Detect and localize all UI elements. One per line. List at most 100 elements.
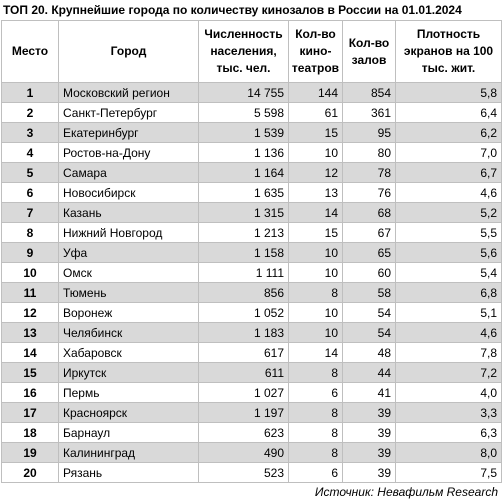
table-cell: 1 315: [198, 202, 289, 223]
table-cell: Воронеж: [58, 302, 199, 323]
table-cell: 5,4: [395, 262, 502, 283]
table-cell: 856: [198, 282, 289, 303]
table-cell: 8: [288, 402, 343, 423]
table-cell: 10: [288, 242, 343, 263]
table-cell: 854: [342, 82, 396, 103]
table-cell: 7,2: [395, 362, 502, 383]
table-cell: 6,7: [395, 162, 502, 183]
table-cell: 15: [288, 122, 343, 143]
header-cell: Кол-во залов: [342, 20, 396, 83]
table-cell: 8: [288, 422, 343, 443]
table-cell: 6,2: [395, 122, 502, 143]
table-cell: Казань: [58, 202, 199, 223]
header-cell: Кол-во кино-театров: [288, 20, 343, 83]
table-cell: 5: [1, 162, 59, 183]
table-row: 9 Уфа 1 158 10 65 5,6: [1, 242, 502, 263]
table-row: 8 Нижний Новгород 1 213 15 67 5,5: [1, 222, 502, 243]
table-cell: 58: [342, 282, 396, 303]
table-row: 17 Красноярск 1 197 8 39 3,3: [1, 402, 502, 423]
table-cell: 5,6: [395, 242, 502, 263]
table-cell: 7,0: [395, 142, 502, 163]
table-cell: 1 213: [198, 222, 289, 243]
table-cell: Ростов-на-Дону: [58, 142, 199, 163]
table-cell: 4: [1, 142, 59, 163]
table-cell: 10: [288, 262, 343, 283]
table-cell: 65: [342, 242, 396, 263]
table-row: 19 Калининград 490 8 39 8,0: [1, 442, 502, 463]
table-row: 18 Барнаул 623 8 39 6,3: [1, 422, 502, 443]
table-cell: 15: [1, 362, 59, 383]
table-cell: 39: [342, 422, 396, 443]
table-cell: 523: [198, 462, 289, 483]
table-cell: 14 755: [198, 82, 289, 103]
table-cell: 44: [342, 362, 396, 383]
table-cell: 4,0: [395, 382, 502, 403]
header-cell: Численность населения, тыс. чел.: [198, 20, 289, 83]
table-row: 12 Воронеж 1 052 10 54 5,1: [1, 302, 502, 323]
table-cell: 7,8: [395, 342, 502, 363]
table-row: 10 Омск 1 111 10 60 5,4: [1, 262, 502, 283]
header-row: Место Город Численность населения, тыс. че…: [1, 20, 502, 83]
table-row: 3 Екатеринбург 1 539 15 95 6,2: [1, 122, 502, 143]
table-cell: 41: [342, 382, 396, 403]
table-cell: 4,6: [395, 182, 502, 203]
table-cell: 7: [1, 202, 59, 223]
table-cell: 60: [342, 262, 396, 283]
table-cell: Калининград: [58, 442, 199, 463]
header-cell: Плотность экранов на 100 тыс. жит.: [395, 20, 502, 83]
table-cell: 8: [288, 362, 343, 383]
table-cell: 9: [1, 242, 59, 263]
header-cell: Город: [58, 20, 199, 83]
table-cell: 1 111: [198, 262, 289, 283]
table-cell: 80: [342, 142, 396, 163]
table-cell: 1 027: [198, 382, 289, 403]
table-cell: 1 052: [198, 302, 289, 323]
table-cell: 8,0: [395, 442, 502, 463]
table-cell: 14: [1, 342, 59, 363]
table-cell: 1 197: [198, 402, 289, 423]
table-row: 5 Самара 1 164 12 78 6,7: [1, 162, 502, 183]
table-cell: Тюмень: [58, 282, 199, 303]
table-cell: 15: [288, 222, 343, 243]
source: Источник: Невафильм Research: [314, 485, 498, 499]
table-cell: Пермь: [58, 382, 199, 403]
table-cell: 6: [288, 462, 343, 483]
table-row: 4 Ростов-на-Дону 1 136 10 80 7,0: [1, 142, 502, 163]
table-cell: 61: [288, 102, 343, 123]
table-cell: 1 539: [198, 122, 289, 143]
table-cell: 6,8: [395, 282, 502, 303]
table-cell: 95: [342, 122, 396, 143]
table-row: 2 Санкт-Петербург 5 598 61 361 6,4: [1, 102, 502, 123]
table-cell: 5,8: [395, 82, 502, 103]
table-cell: 10: [288, 302, 343, 323]
table-cell: Иркутск: [58, 362, 199, 383]
table-row: 7 Казань 1 315 14 68 5,2: [1, 202, 502, 223]
table-row: 15 Иркутск 611 8 44 7,2: [1, 362, 502, 383]
table-cell: 39: [342, 462, 396, 483]
table-cell: Новосибирск: [58, 182, 199, 203]
title: ТОП 20. Крупнейшие города по количеству …: [3, 3, 462, 17]
table-cell: Уфа: [58, 242, 199, 263]
table-cell: 3,3: [395, 402, 502, 423]
table-row: 1 Московский регион 14 755 144 854 5,8: [1, 82, 502, 103]
table-cell: 5,2: [395, 202, 502, 223]
table-cell: 14: [288, 342, 343, 363]
table-cell: Московский регион: [58, 82, 199, 103]
table-cell: 6: [288, 382, 343, 403]
table-cell: Хабаровск: [58, 342, 199, 363]
table-cell: 5,1: [395, 302, 502, 323]
table-cell: 20: [1, 462, 59, 483]
table-cell: 361: [342, 102, 396, 123]
table-cell: 16: [1, 382, 59, 403]
table-row: 14 Хабаровск 617 14 48 7,8: [1, 342, 502, 363]
table-cell: 8: [288, 282, 343, 303]
table-cell: 611: [198, 362, 289, 383]
table-cell: 78: [342, 162, 396, 183]
table-cell: Красноярск: [58, 402, 199, 423]
table-cell: 12: [288, 162, 343, 183]
table-cell: 54: [342, 322, 396, 343]
table-row: 16 Пермь 1 027 6 41 4,0: [1, 382, 502, 403]
table-cell: 10: [288, 142, 343, 163]
table-cell: 3: [1, 122, 59, 143]
table-cell: 1 635: [198, 182, 289, 203]
